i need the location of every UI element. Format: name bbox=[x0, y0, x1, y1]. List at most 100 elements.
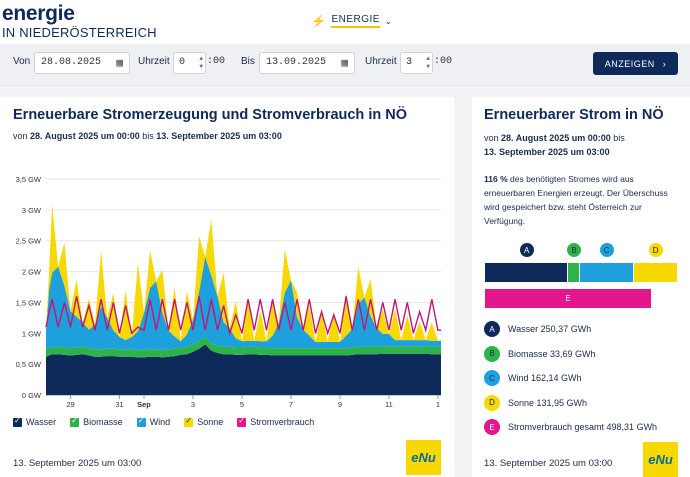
source-marker: A bbox=[484, 321, 500, 338]
period-from: 28. August 2025 um 00:00 bbox=[30, 131, 140, 141]
checkbox-icon[interactable] bbox=[70, 416, 80, 427]
calendar-icon[interactable]: ▦ bbox=[116, 58, 123, 70]
share-marker-a: A bbox=[519, 243, 534, 257]
y-tick-label: 3 GW bbox=[22, 206, 42, 215]
stepper-icon[interactable]: ▲ ▼ bbox=[426, 55, 430, 70]
renewable-percent: 116 % bbox=[484, 174, 508, 184]
source-label: Stromverbrauch gesamt 498,31 GWh bbox=[508, 422, 658, 433]
uhrzeit-bis-label: Uhrzeit bbox=[365, 56, 397, 67]
enu-logo: eNu bbox=[406, 440, 441, 475]
y-tick-label: 2,5 GW bbox=[16, 237, 42, 246]
source-list-item: C Wind 162,14 GWh bbox=[484, 366, 657, 391]
share-marker-b: B bbox=[567, 243, 582, 257]
source-list-item: D Sonne 131,95 GWh bbox=[484, 391, 657, 416]
y-tick-label: 1 GW bbox=[22, 329, 42, 338]
source-marker: B bbox=[484, 345, 500, 362]
source-label: Wind 162,14 GWh bbox=[508, 373, 582, 384]
source-label: Sonne 131,95 GWh bbox=[508, 397, 588, 408]
legend-label-stromverbrauch: Stromverbrauch bbox=[250, 417, 315, 427]
renewable-share-text: 116 % des benötigten Stromes wird aus er… bbox=[484, 172, 674, 228]
legend-item-biomasse[interactable]: Biomasse bbox=[70, 416, 123, 427]
x-tick-label: 7 bbox=[289, 400, 293, 409]
checkbox-icon[interactable] bbox=[184, 416, 194, 427]
period-from: 28. August 2025 um 00:00 bbox=[501, 133, 611, 143]
enu-logo-text: eNu bbox=[648, 452, 673, 467]
bis-date-input[interactable]: 13.09.2025 ▦ bbox=[259, 52, 355, 74]
share-bar-segment bbox=[568, 263, 579, 282]
source-marker: D bbox=[484, 394, 500, 411]
chart-card-title: Erneuerbare Stromerzeugung und Stromverb… bbox=[13, 107, 407, 123]
y-tick-label: 2 GW bbox=[22, 268, 42, 277]
top-header: energie IN NIEDERÖSTERREICH ⚡ ENERGIE ⌄ bbox=[0, 0, 690, 44]
period-prefix: von bbox=[13, 131, 31, 141]
uhrzeit-bis-suffix: :00 bbox=[434, 56, 453, 67]
share-marker-c: C bbox=[599, 243, 614, 257]
renewable-summary-card: Erneuerbarer Strom in NÖ von 28. August … bbox=[472, 97, 690, 477]
stepper-icon[interactable]: ▲ ▼ bbox=[199, 55, 203, 70]
checkbox-icon[interactable] bbox=[136, 416, 146, 427]
source-marker: C bbox=[484, 370, 500, 387]
period-prefix: von bbox=[484, 133, 502, 143]
chevron-down-icon: ⌄ bbox=[384, 16, 393, 26]
renewable-source-list: A Wasser 250,37 GWh B Biomasse 33,69 GWh C Wi… bbox=[484, 317, 657, 440]
brand-subtitle[interactable]: IN NIEDERÖSTERREICH bbox=[2, 25, 157, 40]
nav-energie-menu[interactable]: ⚡ ENERGIE ⌄ bbox=[311, 14, 392, 28]
chevron-right-icon: › bbox=[662, 58, 667, 69]
bis-date-value: 13.09.2025 bbox=[266, 57, 327, 68]
chart-legend: Wasser Biomasse Wind Sonne Stromverbrauc… bbox=[13, 416, 315, 427]
legend-label-biomasse: Biomasse bbox=[83, 417, 123, 427]
anzeigen-button-label: ANZEIGEN bbox=[604, 58, 655, 69]
lightning-icon: ⚡ bbox=[311, 14, 327, 28]
summary-card-title: Erneuerbarer Strom in NÖ bbox=[484, 107, 664, 123]
x-tick-label: 5 bbox=[240, 400, 244, 409]
uhrzeit-bis-input[interactable]: 3 ▲ ▼ bbox=[400, 52, 433, 74]
generation-area-chart[interactable]: 0 GW 0,5 GW 1 GW 1,5 GW 2 GW 2,5 GW 3 GW 3,5 GW… bbox=[0, 167, 454, 412]
legend-label-wind: Wind bbox=[149, 417, 171, 427]
y-tick-label: 3,5 GW bbox=[16, 175, 42, 184]
von-label: Von bbox=[13, 56, 31, 67]
checkbox-icon[interactable] bbox=[13, 416, 22, 427]
brand-title[interactable]: energie bbox=[2, 2, 75, 25]
x-tick-label: 29 bbox=[66, 400, 74, 409]
bis-label: Bis bbox=[241, 56, 255, 67]
legend-item-wasser[interactable]: Wasser bbox=[13, 416, 56, 427]
legend-item-stromverbrauch[interactable]: Stromverbrauch bbox=[237, 416, 315, 427]
x-tick-label: 3 bbox=[191, 400, 195, 409]
x-tick-label: 9 bbox=[338, 400, 342, 409]
source-list-item: B Biomasse 33,69 GWh bbox=[484, 342, 657, 367]
enu-logo-text: eNu bbox=[411, 450, 436, 465]
area-series-wasser bbox=[46, 344, 441, 395]
share-bar-segment bbox=[485, 263, 568, 282]
period-to: 13. September 2025 um 03:00 bbox=[484, 147, 610, 157]
x-tick-label: Sep bbox=[137, 400, 151, 409]
nav-energie-label: ENERGIE bbox=[331, 14, 380, 28]
x-tick-label: 31 bbox=[115, 400, 123, 409]
summary-card-period: von 28. August 2025 um 00:00 bis 13. Sept… bbox=[484, 131, 684, 159]
uhrzeit-von-input[interactable]: 0 ▲ ▼ bbox=[173, 52, 206, 74]
consumption-bar: E bbox=[485, 289, 651, 308]
source-label: Biomasse 33,69 GWh bbox=[508, 348, 596, 359]
source-marker: E bbox=[484, 419, 500, 436]
uhrzeit-von-value: 0 bbox=[179, 57, 186, 68]
period-mid: bis bbox=[610, 133, 625, 143]
renewable-share-description: des benötigten Stromes wird aus erneuerb… bbox=[484, 174, 668, 226]
von-date-value: 28.08.2025 bbox=[41, 57, 102, 68]
uhrzeit-von-suffix: :00 bbox=[207, 56, 226, 67]
y-tick-label: 1,5 GW bbox=[16, 298, 42, 307]
x-tick-label: 11 bbox=[385, 400, 393, 409]
legend-item-sonne[interactable]: Sonne bbox=[184, 416, 224, 427]
period-mid: bis bbox=[139, 131, 157, 141]
enu-logo: eNu bbox=[643, 442, 678, 477]
von-date-input[interactable]: 28.08.2025 ▦ bbox=[34, 52, 130, 74]
chart-card-period: von 28. August 2025 um 00:00 bis 13. Sep… bbox=[13, 131, 282, 141]
checkbox-icon[interactable] bbox=[237, 416, 247, 427]
source-label: Wasser 250,37 GWh bbox=[508, 324, 592, 335]
legend-item-wind[interactable]: Wind bbox=[136, 416, 171, 427]
calendar-icon[interactable]: ▦ bbox=[341, 58, 348, 70]
source-list-item: E Stromverbrauch gesamt 498,31 GWh bbox=[484, 415, 657, 440]
legend-label-sonne: Sonne bbox=[197, 417, 224, 427]
uhrzeit-von-label: Uhrzeit bbox=[138, 56, 170, 67]
anzeigen-button[interactable]: ANZEIGEN › bbox=[593, 52, 678, 75]
area-series-biomasse bbox=[46, 337, 441, 358]
date-filter-bar: Von 28.08.2025 ▦ Uhrzeit 0 ▲ ▼ :00 Bis 13… bbox=[0, 44, 690, 86]
